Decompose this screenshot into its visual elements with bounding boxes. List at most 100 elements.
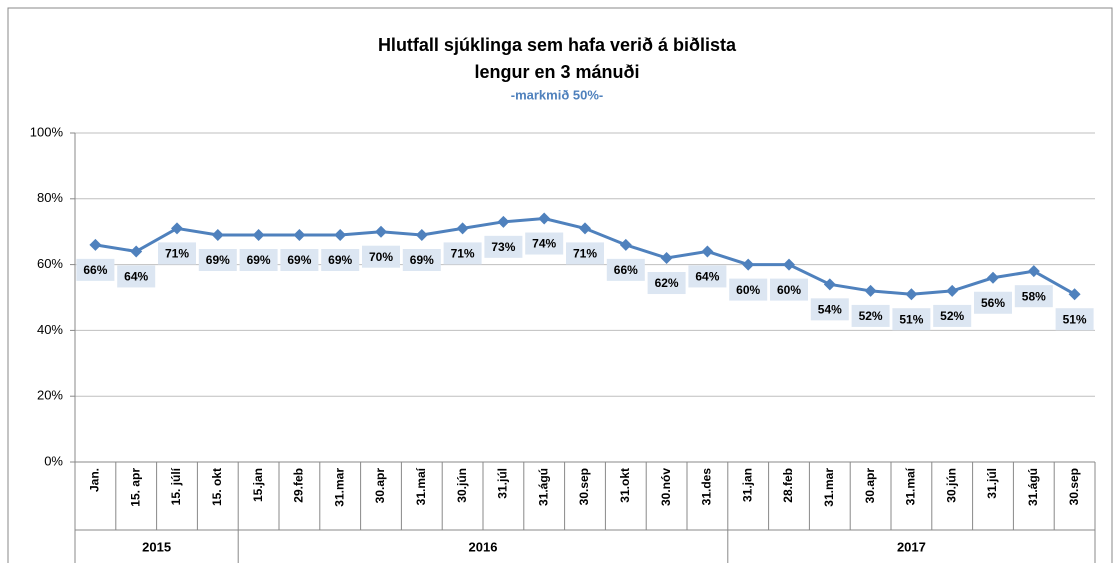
data-label-box [892,308,931,331]
data-label-box [606,258,645,281]
group-label: 2016 [469,539,498,554]
data-label: 62% [655,276,679,290]
data-label: 71% [573,247,597,261]
data-label-box [729,278,768,301]
point [701,245,714,258]
point [89,238,102,251]
data-label: 54% [818,303,842,317]
data-label-box [566,242,604,265]
data-label-box [1014,285,1053,308]
data-label: 71% [451,247,475,261]
chart-title: lengur en 3 mánuði [474,62,639,82]
data-label: 69% [247,253,271,267]
data-label-box [402,248,441,271]
data-label: 69% [410,253,434,267]
point [130,245,143,258]
x-tick-label: 31.mar [332,468,346,507]
point [987,271,999,284]
data-label-box [851,304,890,327]
data-label: 60% [777,283,801,297]
point [783,258,795,271]
x-tick-label: 30.apr [863,468,877,504]
data-label-box [198,248,237,271]
data-label: 64% [695,270,719,284]
y-tick-label: 80% [37,190,63,205]
point [252,228,265,241]
data-label: 58% [1022,289,1046,303]
x-tick-label: 30.sep [577,468,591,505]
group-label: 2015 [142,539,171,554]
chart-title: Hlutfall sjúklinga sem hafa verið á biðl… [378,35,737,55]
data-label: 64% [124,270,148,284]
x-tick-label: 29.feb [292,468,306,503]
data-label: 52% [940,309,964,323]
x-tick-label: 31.mar [822,468,836,507]
data-label-box [280,248,319,271]
data-label: 74% [532,237,556,251]
data-label: 52% [859,309,883,323]
y-tick-label: 0% [44,453,63,468]
data-label-box [974,291,1012,314]
x-tick-label: 31.ágú [536,468,550,506]
data-label-box [239,248,278,271]
point [497,215,510,228]
x-tick-label: 31.okt [618,468,632,503]
x-tick-label: 31.maí [904,467,918,505]
y-tick-label: 100% [30,124,64,139]
data-label-box [933,304,972,327]
y-tick-label: 60% [37,256,63,271]
x-tick-label: 30.nóv [659,468,673,506]
data-label-box [484,235,523,258]
x-tick-label: 28.feb [781,468,795,503]
point [864,284,877,297]
point [1027,265,1040,278]
point [538,212,551,225]
point [823,278,836,291]
point [579,222,591,235]
point [293,228,306,241]
chart-subtitle: -markmið 50%- [511,87,603,102]
point [905,288,918,301]
data-label-box [770,278,808,301]
point [1068,288,1081,301]
x-tick-label: 31.maí [414,467,428,505]
x-tick-label: 31.júl [985,468,999,499]
x-tick-label: 31.ágú [1026,468,1040,506]
point [415,228,428,241]
data-label: 69% [287,253,311,267]
data-label: 51% [899,312,923,326]
x-tick-label: 31.júl [496,468,510,499]
x-tick-label: 15. okt [210,468,224,506]
point [946,284,959,297]
data-label: 71% [165,247,189,261]
data-label-box [76,258,115,281]
x-tick-label: 30.jún [455,468,469,503]
data-label-box [158,242,196,265]
data-label-box [117,265,156,288]
x-tick-label: 30.apr [373,468,387,504]
x-tick-label: 31.jan [740,468,754,502]
x-tick-label: 30.sep [1067,468,1081,505]
data-label-box [525,232,564,255]
data-label: 51% [1063,312,1087,326]
x-tick-label: 30.jún [944,468,958,503]
point [742,258,755,271]
data-label-box [362,245,400,268]
point [211,228,224,241]
group-label: 2017 [897,539,926,554]
data-label-box [443,242,482,265]
data-label: 56% [981,296,1005,310]
data-label-box [1055,308,1094,331]
x-tick-label: 15. apr [128,468,142,507]
data-label: 66% [83,263,107,277]
data-label-box [688,265,727,288]
data-label: 73% [491,240,515,254]
point [375,225,387,238]
data-label-box [647,272,686,295]
data-label: 69% [328,253,352,267]
point [619,238,632,251]
x-tick-label: 31.des [700,468,714,506]
x-tick-label: 15. júlí [169,467,183,505]
x-tick-label: Jan. [88,468,102,492]
